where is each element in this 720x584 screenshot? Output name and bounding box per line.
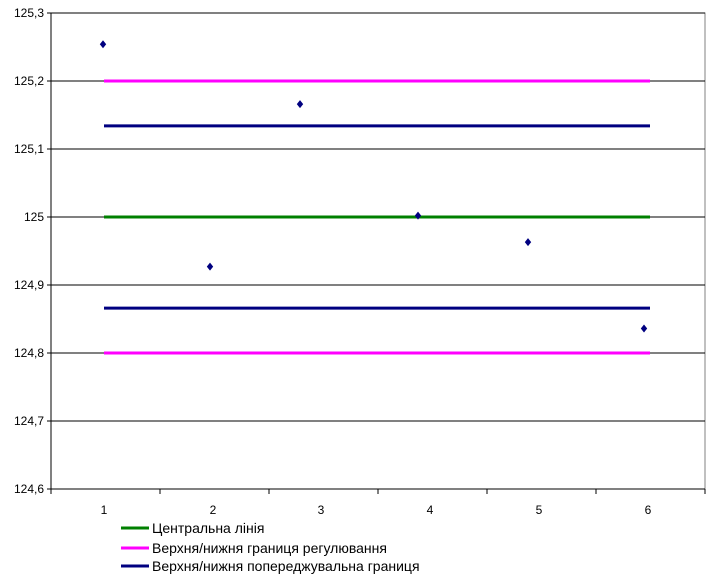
x-tick-label: 5	[536, 503, 543, 517]
y-tick-label: 124,6	[14, 482, 44, 496]
data-point	[296, 100, 304, 109]
y-tick-label: 124,9	[14, 278, 44, 292]
data-point	[640, 324, 648, 333]
y-tick-label: 124,7	[14, 414, 44, 428]
plot-area	[50, 12, 706, 490]
data-point	[99, 40, 107, 49]
limit-lines	[104, 79, 650, 355]
x-tick-label: 1	[101, 503, 108, 517]
y-tick-label: 124,8	[14, 346, 44, 360]
legend-label: Верхня/нижня попереджувальна границя	[152, 558, 420, 574]
data-point	[524, 238, 532, 247]
y-tick-label: 125,2	[14, 74, 44, 88]
data-points	[99, 40, 648, 333]
x-tick-label: 3	[318, 503, 325, 517]
y-ticks: 124,6 124,7 124,8 124,9 125 125,1 125,2 125,3	[14, 6, 51, 496]
x-tick-label: 6	[645, 503, 652, 517]
legend-label: Верхня/нижня границя регулювання	[152, 540, 387, 556]
x-tick-label: 2	[210, 503, 217, 517]
plot-frame	[50, 12, 706, 490]
y-tick-label: 125,3	[14, 6, 44, 20]
data-point	[206, 262, 214, 271]
y-tick-label: 125	[24, 210, 44, 224]
x-tick-label: 4	[427, 503, 434, 517]
legend: Центральна лінія Верхня/нижня границя рег…	[121, 520, 420, 574]
data-point	[414, 211, 422, 220]
y-tick-label: 125,1	[14, 142, 44, 156]
x-ticks: 1 2 3 4 5 6	[50, 489, 706, 517]
legend-label: Центральна лінія	[152, 520, 264, 536]
